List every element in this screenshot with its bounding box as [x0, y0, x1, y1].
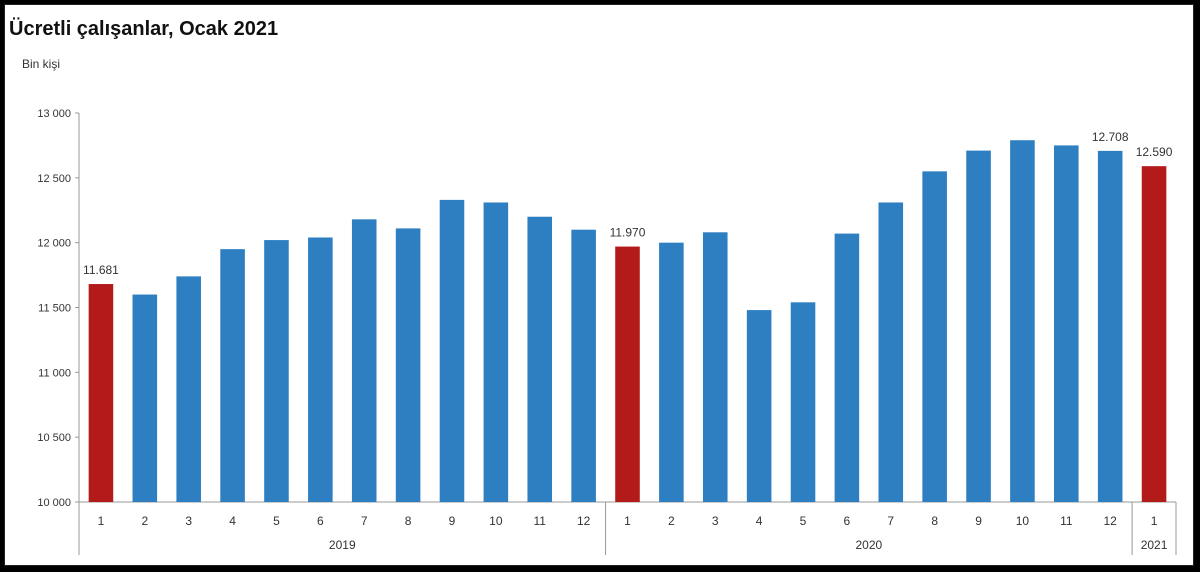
bar-highlight [1141, 166, 1167, 502]
x-tick-label: 7 [361, 514, 368, 528]
bar [527, 216, 553, 502]
bar [1010, 140, 1035, 503]
x-tick-label: 12 [577, 514, 591, 528]
bar [132, 294, 158, 502]
y-tick-label: 10 500 [37, 432, 71, 444]
x-tick-label: 8 [931, 514, 938, 528]
x-tick-label: 6 [844, 514, 851, 528]
bar [264, 240, 289, 502]
x-tick-label: 12 [1104, 514, 1118, 528]
bar [1097, 150, 1123, 502]
y-tick-label: 11 500 [38, 303, 71, 315]
x-tick-label: 8 [405, 514, 412, 528]
bar [308, 237, 333, 503]
data-label: 12.708 [1092, 130, 1129, 144]
x-tick-label: 2 [668, 514, 675, 528]
x-tick-label: 4 [756, 514, 763, 528]
group-label: 2020 [855, 538, 882, 552]
bar [571, 229, 596, 502]
bar [702, 232, 728, 502]
x-tick-label: 4 [229, 514, 236, 528]
x-tick-label: 11 [1060, 514, 1073, 528]
bar [922, 171, 947, 502]
bar [395, 228, 421, 503]
y-tick-label: 13 000 [37, 108, 71, 120]
bar [1054, 145, 1079, 502]
bar [351, 219, 377, 502]
bar [176, 276, 201, 502]
chart-frame [4, 4, 1194, 566]
data-label: 11.681 [83, 263, 119, 277]
bar [439, 199, 465, 503]
bar-highlight [88, 284, 114, 502]
y-tick-label: 12 500 [37, 173, 71, 185]
y-tick-label: 12 000 [37, 238, 71, 250]
bar [220, 249, 245, 502]
x-tick-label: 11 [534, 514, 547, 528]
x-tick-label: 1 [1151, 514, 1158, 528]
x-tick-label: 3 [185, 514, 192, 528]
x-tick-label: 1 [98, 514, 105, 528]
group-label: 2019 [329, 538, 356, 552]
x-tick-label: 9 [975, 514, 982, 528]
bar [659, 242, 684, 502]
data-label: 12.590 [1136, 145, 1173, 159]
x-tick-label: 3 [712, 514, 719, 528]
x-tick-label: 10 [489, 514, 503, 528]
x-tick-label: 1 [624, 514, 631, 528]
x-tick-label: 7 [887, 514, 894, 528]
chart-title: Ücretli çalışanlar, Ocak 2021 [9, 18, 279, 40]
data-label: 11.970 [610, 226, 646, 240]
group-label: 2021 [1141, 538, 1168, 552]
bar [790, 302, 816, 502]
bar [878, 202, 904, 502]
y-tick-label: 10 000 [37, 497, 71, 509]
bar [746, 310, 772, 502]
x-tick-label: 6 [317, 514, 324, 528]
x-tick-label: 10 [1016, 514, 1030, 528]
bar-highlight [615, 246, 640, 502]
bar [483, 202, 509, 502]
y-axis-unit-label: Bin kişi [22, 57, 61, 71]
x-tick-label: 9 [449, 514, 456, 528]
y-tick-label: 11 000 [38, 367, 71, 379]
bar [834, 233, 860, 502]
x-tick-label: 2 [141, 514, 148, 528]
x-tick-label: 5 [273, 514, 280, 528]
x-tick-label: 5 [800, 514, 807, 528]
bar [966, 150, 991, 502]
